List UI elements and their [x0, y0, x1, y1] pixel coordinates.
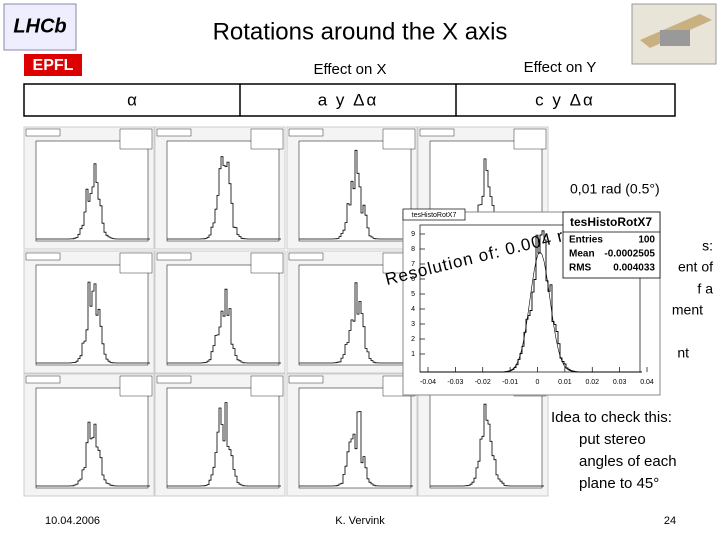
- panel-stats: [119, 375, 153, 397]
- inset-tab-title: tesHistoRotX7: [412, 212, 457, 219]
- panel-stats: [119, 252, 153, 274]
- panel-stats: [119, 128, 153, 150]
- x-tick-label: -0.04: [420, 379, 436, 386]
- panel-curve: [299, 149, 413, 240]
- detector-photo: [631, 3, 717, 65]
- logo-frame: [24, 54, 82, 76]
- panel-plot: [429, 387, 543, 489]
- panel-tab: [288, 252, 324, 261]
- panel-curve: [36, 281, 150, 364]
- table-border: [23, 83, 676, 117]
- panel-plot: [166, 140, 280, 242]
- text-fragment: ent of: [678, 259, 713, 275]
- footer-author: K. Vervink: [335, 515, 385, 527]
- y-tick-label: 7: [411, 261, 415, 268]
- idea-line: put stereo: [579, 431, 646, 448]
- x-tick-label: -0.02: [475, 379, 491, 386]
- photo-frame: [631, 3, 717, 65]
- panel-curve: [167, 156, 281, 240]
- panel-tab: [419, 128, 455, 137]
- photo-shape: [660, 30, 690, 46]
- table-cell: a y Δα: [318, 90, 379, 109]
- idea-line: plane to 45°: [579, 475, 659, 492]
- logo-frame: [3, 3, 77, 51]
- column-header: Effect on Y: [524, 59, 597, 76]
- panel-tab: [25, 375, 61, 384]
- table-cell: α: [127, 90, 137, 109]
- stats-label: Mean: [569, 249, 595, 260]
- panel-curve: [430, 403, 544, 487]
- table-cell: c y Δα: [535, 90, 595, 109]
- panel-tab: [156, 252, 192, 261]
- y-tick-label: 2: [411, 336, 415, 343]
- title: Rotations around the X axis: [213, 18, 508, 45]
- x-tick-label: 0.02: [585, 379, 599, 386]
- text-fragment: s:: [702, 238, 713, 254]
- panel-stats: [250, 375, 284, 397]
- table: α a y Δα c y Δα: [23, 83, 676, 117]
- y-tick-label: 9: [411, 231, 415, 238]
- footer-page: 24: [664, 515, 676, 527]
- inset-histogram: tesHistoRotX7 Resolution of: 0.004 rad -…: [383, 208, 661, 396]
- panel-curve: [36, 421, 150, 487]
- y-tick-label: 1: [411, 351, 415, 358]
- panel-curve: [299, 282, 413, 364]
- panel-tab: [25, 128, 61, 137]
- panel-stats: [513, 128, 547, 150]
- panel-tab: [25, 252, 61, 261]
- x-tick-label: 0.01: [558, 379, 572, 386]
- logo-text: EPFL: [33, 57, 74, 74]
- panel-curve: [167, 402, 281, 487]
- x-tick-label: 0.03: [613, 379, 627, 386]
- note: 0,01 rad (0.5°): [570, 181, 660, 197]
- panel-stats: [250, 128, 284, 150]
- text-fragment: f a: [697, 281, 713, 297]
- x-tick-label: 0.04: [640, 379, 654, 386]
- text-fragment: ment: [672, 302, 703, 318]
- stats-box: [562, 211, 661, 279]
- x-tick-label: 0: [536, 379, 540, 386]
- panel-tab: [156, 375, 192, 384]
- y-tick-label: 6: [411, 276, 415, 283]
- epfl-logo: EPFL: [24, 54, 82, 76]
- idea-line: angles of each: [579, 453, 677, 470]
- lhcb-logo: LHCb: [3, 3, 77, 51]
- y-tick-label: 3: [411, 321, 415, 328]
- panel-tab: [156, 128, 192, 137]
- y-tick-label: 8: [411, 246, 415, 253]
- stats-value: 0.004033: [613, 263, 655, 274]
- footer-date: 10.04.2006: [45, 515, 100, 527]
- inset-fit-curve: [420, 251, 640, 373]
- x-tick-label: -0.03: [447, 379, 463, 386]
- panel-tab: [288, 128, 324, 137]
- inset-tab: [402, 208, 466, 221]
- stats-label: RMS: [569, 263, 592, 274]
- panel-stats: [382, 128, 416, 150]
- idea-heading: Idea to check this:: [551, 409, 672, 426]
- stats-label: Entries: [569, 235, 603, 246]
- y-tick-label: 4: [411, 306, 415, 313]
- x-tick-label: -0.01: [502, 379, 518, 386]
- panel-plot: [35, 264, 149, 366]
- logo-text: LHCb: [13, 15, 66, 37]
- stats-value: 100: [638, 235, 655, 246]
- panel-stats: [250, 252, 284, 274]
- stats-value: -0.0002505: [604, 249, 655, 260]
- stats-title: tesHistoRotX7: [570, 215, 652, 229]
- panel-curve: [299, 411, 413, 487]
- panel-curve: [167, 288, 281, 364]
- text-fragment: nt: [677, 345, 689, 361]
- y-tick-label: 5: [411, 291, 415, 298]
- column-header: Effect on X: [313, 61, 386, 78]
- panel-tab: [288, 375, 324, 384]
- panel-curve: [36, 163, 150, 240]
